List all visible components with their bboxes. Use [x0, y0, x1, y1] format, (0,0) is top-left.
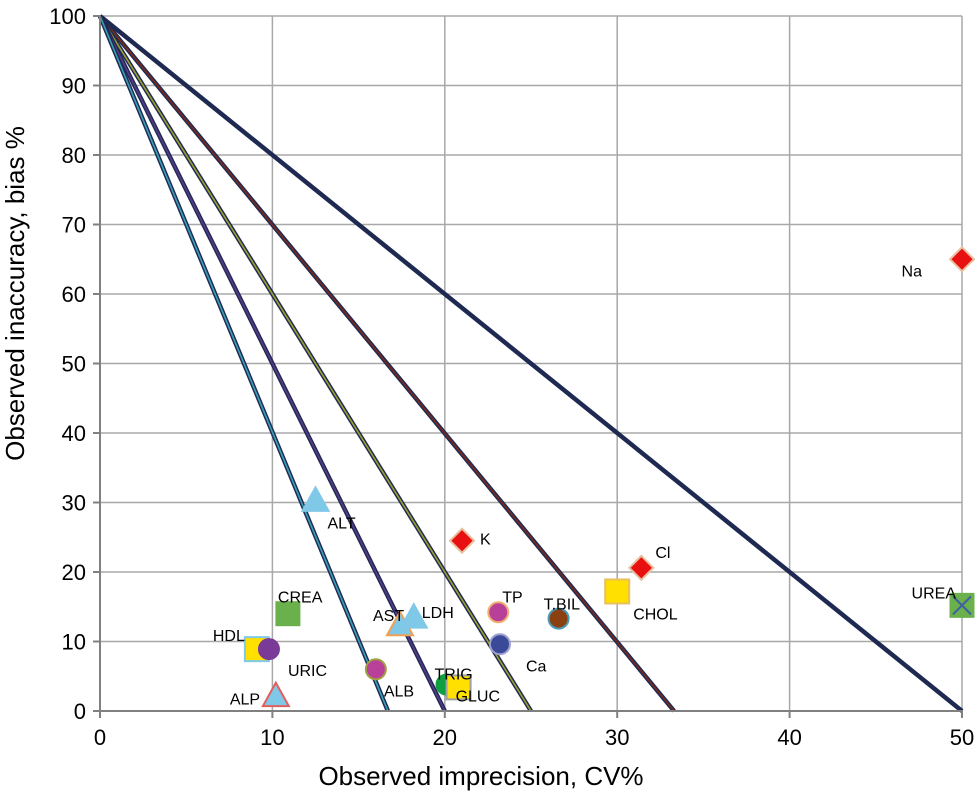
x-tick-label: 0: [94, 725, 106, 750]
tick-labels: 0 10 20 30 40 50 0 10 20 30 40 50 60 70 80 90 100: [49, 4, 974, 750]
point-gluc: [445, 674, 472, 701]
line-x50: [99, 15, 963, 712]
point-alp-label: ALP: [230, 692, 260, 709]
point-alt-label: ALT: [328, 515, 356, 532]
point-uric: [257, 638, 280, 661]
y-tick-label: 60: [62, 282, 86, 307]
point-t-bil-label: T.BIL: [544, 597, 581, 614]
x-tick-label: 20: [433, 725, 457, 750]
x-tick-label: 50: [950, 725, 974, 750]
y-tick-label: 90: [62, 74, 86, 99]
x-tick-label: 40: [777, 725, 801, 750]
point-chol: [604, 578, 631, 605]
line-x16_7: [99, 15, 389, 712]
x-tick-label: 30: [605, 725, 629, 750]
point-tp: [487, 601, 510, 624]
point-urea-cross: [952, 595, 972, 616]
point-cl-label: Cl: [655, 545, 670, 562]
point-ca-label: Ca: [526, 658, 547, 675]
point-gluc-label: GLUC: [456, 688, 500, 705]
y-tick-label: 100: [49, 4, 86, 29]
data-points: [243, 245, 976, 708]
point-alb-label: ALB: [384, 683, 414, 700]
point-alt: [300, 485, 331, 512]
line-x33: [99, 15, 675, 712]
y-tick-label: 50: [62, 352, 86, 377]
y-tick-label: 30: [62, 491, 86, 516]
point-crea: [275, 601, 301, 627]
y-tick-label: 40: [62, 421, 86, 446]
y-tick-label: 20: [62, 560, 86, 585]
y-tick-label: 10: [62, 630, 86, 655]
criteria-lines: [97, 14, 964, 713]
point-ldh: [399, 602, 429, 629]
point-na: [948, 245, 976, 273]
point-crea-label: CREA: [278, 590, 323, 607]
point-trig-label: TRIG: [435, 667, 473, 684]
point-urea: [949, 592, 975, 618]
x-tick-label: 10: [260, 725, 284, 750]
point-na-label: Na: [902, 263, 923, 280]
point-crea-cross: [278, 603, 298, 624]
point-t-bil: [547, 607, 570, 630]
y-tick-label: 0: [74, 699, 86, 724]
point-alp: [261, 680, 291, 708]
y-tick-label: 70: [62, 213, 86, 238]
point-alb: [364, 658, 387, 681]
point-ldh-label: LDH: [422, 605, 454, 622]
grid-layer: [100, 15, 963, 711]
x-axis-title: Observed imprecision, CV%: [318, 761, 643, 791]
point-cl: [627, 554, 655, 582]
point-uric-label: URIC: [288, 663, 327, 680]
point-ast-label: AST: [373, 608, 404, 625]
point-k: [448, 527, 476, 555]
y-tick-label: 80: [62, 143, 86, 168]
y-axis-title: Observed inaccuracy, bias %: [0, 126, 30, 461]
point-labels: Na UREA K Cl CHOL T.BIL TP Ca ALT CREA AST LDH HDL UR…: [213, 263, 956, 708]
point-hdl-label: HDL: [213, 628, 245, 645]
line-x25: [99, 15, 532, 712]
point-urea-label: UREA: [912, 585, 957, 602]
point-chol-label: CHOL: [633, 606, 678, 623]
point-ca: [488, 633, 511, 656]
line-x20: [99, 15, 446, 712]
axes: [93, 15, 963, 718]
point-k-label: K: [480, 532, 491, 549]
point-tp-label: TP: [502, 589, 522, 606]
